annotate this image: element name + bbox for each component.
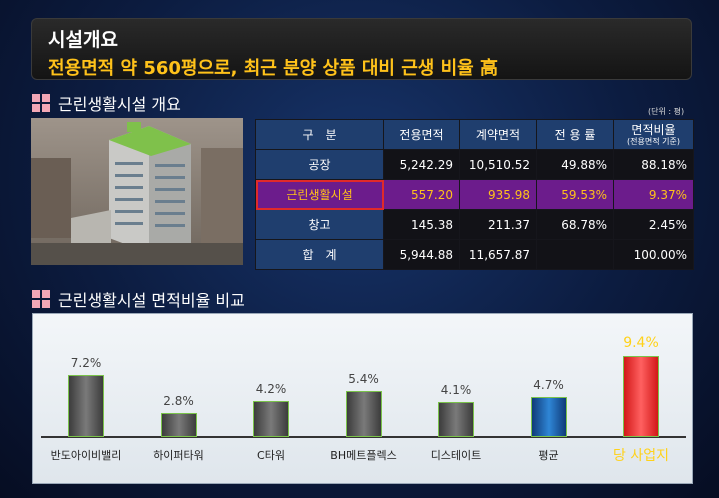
table-cell: 68.78% [536, 209, 614, 240]
table-cell: 100.00% [613, 239, 694, 270]
chart-bar [530, 396, 567, 437]
table-cell: 88.18% [613, 149, 694, 180]
table-cell: 935.98 [459, 179, 537, 210]
section-title: 근린생활시설 개요 [58, 95, 181, 114]
chart-category-label: 당 사업지 [613, 448, 669, 464]
chart-bar [623, 356, 659, 437]
column-header: 면적비율 (전용면적 기준) [613, 119, 694, 150]
row-label: 창고 [255, 209, 384, 240]
section-title: 근린생활시설 면적비율 비교 [58, 291, 245, 310]
chart-bar [438, 401, 474, 437]
table-cell: 49.88% [536, 149, 614, 180]
chart-value-label: 7.2% [70, 356, 102, 371]
chart-category-label: 하이퍼타워 [153, 449, 204, 462]
table-cell: 145.38 [383, 209, 460, 240]
chart-baseline [41, 436, 686, 438]
chart-bar [345, 390, 382, 437]
column-header: 계약면적 [459, 119, 537, 150]
chart-category-label: C타워 [257, 449, 285, 462]
table-cell [536, 239, 614, 270]
table-cell: 5,242.29 [383, 149, 460, 180]
chart-value-label: 2.8% [163, 393, 194, 408]
table-cell: 9.37% [613, 179, 694, 210]
chart-bar [253, 400, 289, 437]
section-bullet-icon [32, 94, 50, 112]
table-header-row: 구 분 전용면적 계약면적 전 용 률 면적비율 (전용면적 기준) [255, 119, 694, 150]
chart-category-label: 평균 [538, 449, 559, 462]
area-ratio-bar-chart: 7.2% 반도아이비밸리 2.8% 하이퍼타워 4.2% C타워 5.4% BH메트플렉스 4.… [32, 313, 693, 484]
unit-label: (단위 : 평) [648, 107, 685, 116]
row-label: 근린생활시설 [255, 179, 384, 210]
table-cell: 5,944.88 [383, 239, 460, 270]
table-cell: 211.37 [459, 209, 537, 240]
page-title: 시설개요 [48, 29, 118, 51]
table-cell: 2.45% [613, 209, 694, 240]
chart-value-label: 5.4% [348, 371, 379, 386]
chart-category-label: 반도아이비밸리 [50, 449, 122, 462]
table-cell: 557.20 [383, 179, 460, 210]
chart-value-label: 4.1% [440, 382, 472, 397]
chart-value-label: 9.4% [623, 335, 659, 352]
column-header-main: 면적비율 [631, 122, 676, 137]
header-banner: 시설개요 전용면적 약 560평으로, 최근 분양 상품 대비 근생 비율 高 [31, 18, 692, 80]
section-heading-comparison: 근린생활시설 면적비율 비교 [32, 287, 245, 311]
table-cell: 11,657.87 [459, 239, 537, 270]
table-cell: 10,510.52 [459, 149, 537, 180]
column-header-sub: (전용면적 기준) [627, 136, 680, 146]
facility-table: 구 분 전용면적 계약면적 전 용 률 면적비율 (전용면적 기준) 공장 5,… [255, 119, 694, 270]
column-header: 전용면적 [383, 119, 460, 150]
chart-bar [160, 412, 197, 437]
chart-value-label: 4.7% [533, 377, 564, 392]
row-label: 공장 [255, 149, 384, 180]
section-heading-overview: 근린생활시설 개요 [32, 91, 181, 115]
row-label: 합 계 [255, 239, 384, 270]
table-row: 창고 145.38 211.37 68.78% 2.45% [255, 209, 694, 240]
chart-value-label: 4.2% [255, 381, 287, 396]
section-bullet-icon [32, 290, 50, 308]
table-row: 공장 5,242.29 10,510.52 49.88% 88.18% [255, 149, 694, 180]
chart-category-label: 디스테이트 [430, 449, 482, 462]
table-row-total: 합 계 5,944.88 11,657.87 100.00% [255, 239, 694, 270]
building-rendering-image [31, 118, 243, 265]
table-cell: 59.53% [536, 179, 614, 210]
chart-category-label: BH메트플렉스 [330, 449, 397, 462]
page-subtitle: 전용면적 약 560평으로, 최근 분양 상품 대비 근생 비율 高 [48, 58, 499, 79]
column-header: 구 분 [255, 119, 384, 150]
column-header: 전 용 률 [536, 119, 614, 150]
chart-bar [68, 375, 104, 437]
table-row-highlighted: 근린생활시설 557.20 935.98 59.53% 9.37% [255, 179, 694, 210]
